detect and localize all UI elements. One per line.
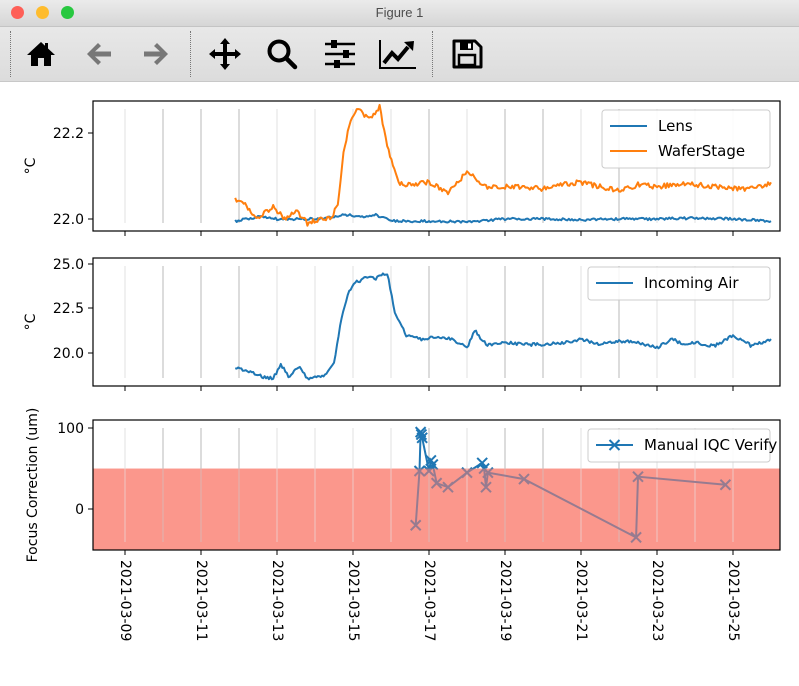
axes-3: 0 100 Focus Correction (um) Manual IQC Veri… [25, 408, 781, 641]
zoom-button[interactable] [262, 34, 302, 74]
y-tick-label: 25.0 [53, 257, 84, 273]
y-tick-label: 22.5 [53, 301, 84, 317]
x-tick-label: 2021-03-15 [345, 560, 361, 641]
home-button[interactable] [21, 34, 61, 74]
move-icon [209, 38, 241, 70]
data-point-marker [415, 428, 428, 441]
x-tick-label: 2021-03-23 [649, 560, 665, 641]
configure-subplots-button[interactable] [320, 34, 360, 74]
figure-canvas[interactable]: 22.0 22.2 °C Lens WaferStage 20.0 22.5 25.0 °C In… [0, 82, 799, 682]
window-close-button[interactable] [11, 6, 24, 19]
save-button[interactable] [447, 34, 487, 74]
window-title: Figure 1 [375, 5, 424, 20]
sliders-icon [325, 40, 355, 68]
axes-2: 20.0 22.5 25.0 °C Incoming Air [23, 257, 781, 391]
navigation-toolbar [0, 27, 799, 82]
y-axis-label: Focus Correction (um) [25, 408, 41, 563]
floppy-disk-icon [452, 39, 483, 69]
legend-label: Manual IQC Verify [644, 436, 777, 454]
legend-label: Lens [658, 117, 693, 135]
window-titlebar: Figure 1 [0, 0, 799, 27]
toolbar-separator [190, 31, 191, 77]
x-tick-label: 2021-03-17 [421, 560, 437, 641]
legend[interactable]: Incoming Air [587, 266, 771, 301]
toolbar-grip [10, 31, 11, 77]
legend[interactable]: Manual IQC Verify [587, 428, 777, 463]
data-point-marker [427, 458, 439, 471]
back-button[interactable] [79, 34, 119, 74]
legend-label: Incoming Air [644, 274, 739, 292]
window-minimize-button[interactable] [36, 6, 49, 19]
axes-1: 22.0 22.2 °C Lens WaferStage [23, 100, 781, 236]
axes-frame [92, 257, 781, 387]
y-tick-label: 22.0 [53, 212, 84, 228]
x-tick-label: 2021-03-25 [725, 560, 741, 641]
x-tick-label: 2021-03-13 [269, 560, 285, 641]
data-point-marker [416, 432, 428, 444]
line-chart-icon [379, 40, 416, 69]
y-tick-label: 0 [75, 502, 84, 518]
legend[interactable]: Lens WaferStage [601, 109, 771, 169]
arrow-right-icon [144, 43, 168, 65]
y-axis-label: °C [23, 157, 39, 174]
legend-label: WaferStage [658, 142, 745, 160]
toolbar-separator [432, 31, 433, 77]
forward-button[interactable] [136, 34, 176, 74]
y-tick-label: 100 [57, 421, 84, 437]
arrow-left-icon [87, 43, 111, 65]
y-axis-label: °C [23, 313, 39, 330]
y-tick-label: 22.2 [53, 126, 84, 142]
series-line-waferstage [234, 103, 772, 227]
home-icon [27, 42, 55, 66]
x-tick-label: 2021-03-11 [193, 560, 209, 641]
magnifier-icon [267, 39, 298, 70]
x-tick-label: 2021-03-21 [573, 560, 589, 641]
series-line-incoming-air [235, 272, 772, 381]
figure-svg: 22.0 22.2 °C Lens WaferStage 20.0 22.5 25.0 °C In… [23, 100, 781, 641]
window-maximize-button[interactable] [61, 6, 74, 19]
pan-button[interactable] [205, 34, 245, 74]
x-tick-label: 2021-03-19 [497, 560, 513, 641]
x-tick-label: 2021-03-09 [117, 560, 133, 641]
axes-frame [92, 100, 781, 232]
edit-axis-button[interactable] [377, 34, 417, 74]
y-tick-label: 20.0 [53, 346, 84, 362]
axes-frame [92, 419, 781, 551]
